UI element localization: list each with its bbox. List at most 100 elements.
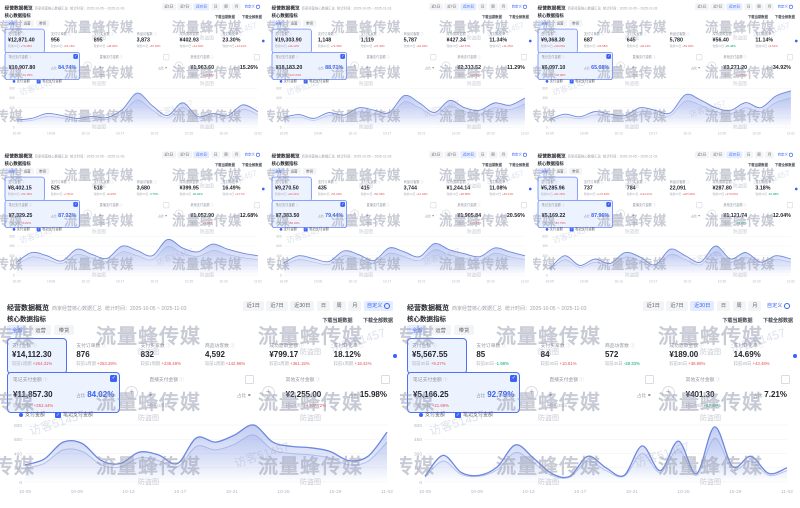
checkbox-unchecked-icon[interactable]: ✓ (644, 375, 654, 385)
metric-card-payment-amount[interactable]: 支付金额ⓘ ¥12,871.40 较前30日 +73.48% (4, 28, 45, 54)
metric-card-order-count[interactable]: 支付订单数ⓘ 435 较前30日 +54.09% (314, 177, 354, 202)
add-metric-button[interactable]: + (174, 209, 184, 219)
metric-card-refund-amount[interactable]: 成功退款金额 ⓘ ¥189.00 较前30日 +38.98% (664, 338, 724, 374)
custom-period-button[interactable]: 自定义 (243, 151, 262, 158)
checkbox-unchecked-icon[interactable]: ✓ (253, 202, 260, 209)
metric-card-buyer-count[interactable]: 支付买家数ⓘ 518 较前30日 +6.93% (90, 177, 130, 202)
tab-operation[interactable]: 运营 (20, 167, 34, 175)
checkbox-checked-icon[interactable]: ✓ (73, 54, 79, 59)
legend-note-payment-amount[interactable]: ✓ 笔记支付金额 (455, 411, 494, 418)
period-button-week[interactable]: 周 (488, 3, 498, 10)
metric-card-buyer-count[interactable]: 支付买家数ⓘ 645 较前30日 +30.16% (624, 29, 664, 54)
metric-card-visitor-count[interactable]: 商品访客数ⓘ 3,873 较前30日 +87.46% (133, 29, 173, 54)
checkbox-unchecked-icon[interactable]: ✓ (429, 54, 436, 61)
metric-card-order-count[interactable]: 支付订单数 ⓘ 85 较前30日 -1.98% (471, 338, 531, 374)
checkbox-unchecked-icon[interactable]: ✓ (163, 54, 170, 61)
metric-card-conversion-rate[interactable]: 支付转化率 ⓘ 14.69% 较前30日 +43.48% (729, 338, 789, 374)
legend-note-payment-amount[interactable]: ✓ 笔记支付金额 (36, 79, 63, 84)
legend-payment-amount[interactable]: 支付金额 (19, 411, 45, 418)
period-button-day[interactable]: 日 (316, 300, 331, 311)
breakdown-card-live-payment[interactable]: ✓ 直播支付金额ⓘ -占比- 较前30日 - (96, 200, 172, 228)
period-button-week[interactable]: 周 (221, 3, 231, 10)
breakdown-card-note-payment[interactable]: ✓ 笔记支付金额ⓘ ¥18,183.20 占比88.71% 较前30日 +102.… (271, 52, 347, 80)
carousel-dot[interactable] (261, 39, 265, 43)
period-button-week[interactable]: 周 (488, 151, 498, 158)
metric-card-payment-amount[interactable]: 支付金额 ⓘ ¥5,567.55 较前30日 +9.27% (407, 338, 468, 374)
legend-payment-amount[interactable]: 支付金额 (545, 79, 563, 83)
legend-note-payment-amount[interactable]: ✓ 笔记支付金额 (303, 227, 329, 232)
period-button-1d[interactable]: 近1日 (161, 151, 176, 158)
add-metric-button[interactable]: + (661, 386, 675, 399)
period-button-month[interactable]: 月 (498, 3, 508, 10)
add-metric-button[interactable]: + (525, 386, 539, 399)
period-button-1d[interactable]: 近1日 (242, 300, 264, 311)
period-button-30d[interactable]: 近30日 (193, 3, 210, 10)
add-metric-button[interactable]: + (441, 209, 450, 219)
metric-card-refund-amount[interactable]: 成功退款金额ⓘ ¥56.40 较前30日 -20.48% (709, 29, 749, 54)
legend-note-payment-amount[interactable]: ✓ 笔记支付金额 (569, 227, 596, 232)
breakdown-card-note-payment[interactable]: ✓ 笔记支付金额 ⓘ ¥5,166.25 占比 92.79% 较前30日 +21.69… (407, 372, 521, 413)
download-all-link[interactable]: 下载全部数据 (241, 163, 262, 168)
period-button-30d[interactable]: 近30日 (193, 151, 210, 158)
tab-operation[interactable]: 运营 (286, 19, 301, 27)
breakdown-card-note-payment[interactable]: ✓ 笔记支付金额ⓘ ¥7,329.25 占比87.32% 较前30日 +5.82% (4, 200, 81, 228)
period-button-week[interactable]: 周 (221, 151, 231, 158)
checkbox-unchecked-icon[interactable]: ✓ (253, 54, 260, 61)
legend-payment-amount[interactable]: 支付金额 (12, 79, 30, 83)
tab-operation[interactable]: 运营 (286, 167, 301, 175)
legend-note-payment-amount[interactable]: ✓ 笔记支付金额 (303, 79, 329, 84)
period-button-7d[interactable]: 近7日 (710, 151, 726, 158)
tab-all[interactable]: 全部 (4, 167, 19, 175)
download-all-link[interactable]: 下载全部数据 (775, 163, 796, 168)
breakdown-card-live-payment[interactable]: ✓ 直播支付金额ⓘ -占比- 较前30日 - (362, 200, 438, 228)
period-button-day[interactable]: 日 (744, 3, 754, 10)
checkbox-unchecked-icon[interactable]: ✓ (787, 54, 794, 61)
metric-card-visitor-count[interactable]: 商品访客数 ⓘ 572 较前30日 -28.33% (600, 338, 660, 374)
download-current-link[interactable]: 下载当期数据 (722, 318, 753, 324)
period-button-week[interactable]: 周 (332, 300, 346, 311)
tab-commerce[interactable]: 带货 (569, 19, 583, 27)
add-metric-button[interactable]: + (125, 386, 139, 399)
metric-card-order-count[interactable]: 支付订单数ⓘ 956 较前30日 +54.16% (48, 29, 88, 54)
download-current-link[interactable]: 下载当期数据 (322, 318, 353, 324)
metric-card-refund-amount[interactable]: 成功退款金额ⓘ ¥402.93 较前30日 +44.02% (176, 29, 216, 54)
tab-operation[interactable]: 运营 (553, 19, 568, 27)
tab-commerce[interactable]: 带货 (569, 167, 583, 175)
period-button-7d[interactable]: 近7日 (666, 300, 688, 311)
metric-card-payment-amount[interactable]: 支付金额ⓘ ¥19,303.90 较前30日 +94.12% (271, 28, 312, 54)
add-metric-button[interactable]: + (616, 209, 626, 219)
metric-card-refund-amount[interactable]: 成功退款金额ⓘ ¥427.34 较前30日 +40.37% (443, 29, 483, 54)
metric-card-order-count[interactable]: 支付订单数ⓘ 737 较前30日 +174.62% (581, 177, 621, 202)
add-metric-button[interactable]: + (350, 61, 359, 71)
custom-period-button[interactable]: 自定义 (243, 3, 262, 10)
tab-all[interactable]: 全部 (271, 167, 285, 175)
checkbox-checked-icon[interactable]: ✓ (340, 54, 345, 59)
breakdown-card-live-payment[interactable]: ✓ 直播支付金额ⓘ -占比- 较前30日 - (629, 200, 705, 228)
download-current-link[interactable]: 下载当期数据 (214, 15, 235, 20)
period-button-30d[interactable]: 近30日 (460, 151, 477, 158)
carousel-dot[interactable] (795, 187, 798, 191)
carousel-dot[interactable] (528, 187, 532, 191)
download-current-link[interactable]: 下载当期数据 (748, 163, 769, 168)
metric-card-refund-amount[interactable]: 成功退款金额 ⓘ ¥799.17 较前1周期 +361.15% (264, 338, 324, 374)
tab-all[interactable]: 全部 (7, 325, 28, 335)
checkbox-checked-icon[interactable]: ✓ (510, 375, 518, 383)
download-current-link[interactable]: 下载当期数据 (748, 15, 769, 20)
metric-card-conversion-rate[interactable]: 支付转化率ⓘ 3.18% 较前30日 -61.08% (752, 177, 792, 202)
metric-card-payment-amount[interactable]: 支付金额ⓘ ¥5,285.96 较前30日 +82.15% (537, 176, 579, 202)
period-button-7d[interactable]: 近7日 (444, 151, 459, 158)
period-button-day[interactable]: 日 (744, 151, 754, 158)
tab-operation[interactable]: 运营 (20, 19, 34, 27)
tab-commerce[interactable]: 带货 (302, 19, 317, 27)
breakdown-card-live-payment[interactable]: ✓ 直播支付金额ⓘ -占比- 较前30日 - (96, 52, 172, 80)
custom-period-button[interactable]: 自定义 (776, 151, 795, 158)
custom-period-button[interactable]: 自定义 (363, 300, 393, 311)
checkbox-checked-icon[interactable]: ✓ (110, 375, 118, 383)
download-current-link[interactable]: 下载当期数据 (481, 163, 502, 168)
metric-card-visitor-count[interactable]: 商品访客数ⓘ 5,787 较前30日 +49.26% (400, 29, 440, 54)
tab-all[interactable]: 全部 (4, 19, 19, 27)
custom-period-button[interactable]: 自定义 (764, 301, 793, 311)
